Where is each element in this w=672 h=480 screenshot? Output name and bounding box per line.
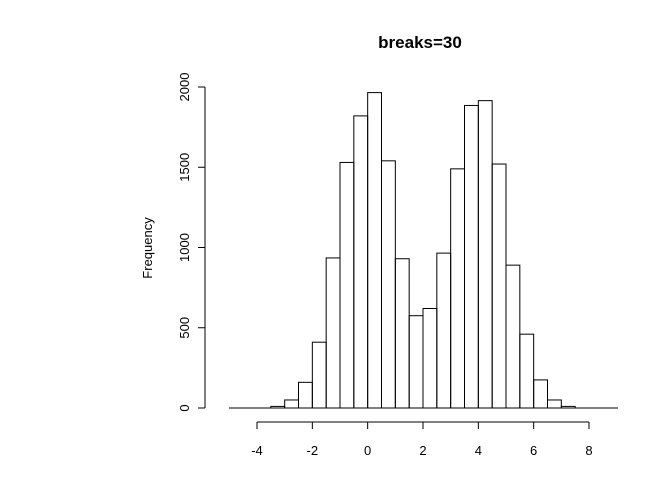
histogram-bar — [284, 399, 299, 409]
y-axis: 0 500 1000 1500 2000 — [177, 73, 206, 412]
y-tick-label: 500 — [177, 317, 192, 339]
histogram-bar — [408, 315, 424, 409]
y-axis-label: Frequency — [140, 217, 155, 279]
histogram-bar — [436, 252, 452, 409]
histogram-bar — [381, 160, 396, 409]
histogram-bar — [422, 307, 438, 409]
histogram-bar — [450, 168, 465, 409]
histogram-bar — [477, 100, 493, 409]
x-tick-label: 8 — [585, 443, 592, 458]
histogram-bar — [325, 257, 341, 409]
histogram-bar — [533, 379, 549, 409]
x-tick-label: 4 — [475, 443, 482, 458]
x-tick-label: 2 — [419, 443, 426, 458]
histogram-bar — [464, 104, 479, 409]
y-tick-label: 1500 — [177, 153, 192, 182]
histogram-bar — [519, 333, 535, 409]
histogram-bar — [353, 115, 369, 409]
x-tick-label: -2 — [307, 443, 319, 458]
x-tick-label: -4 — [251, 443, 263, 458]
histogram-bar — [560, 405, 576, 409]
histogram-bar — [298, 381, 313, 409]
histogram-bar — [394, 258, 410, 409]
y-tick-label: 0 — [177, 404, 192, 411]
histogram-bar — [311, 341, 327, 409]
histogram-bar — [270, 405, 286, 409]
chart-title: breaks=30 — [378, 33, 462, 52]
y-tick-label: 1000 — [177, 233, 192, 262]
histogram-bar — [339, 161, 355, 409]
histogram-bar — [547, 399, 562, 409]
histogram-bars — [229, 92, 618, 409]
x-axis: -4 -2 0 2 4 6 8 — [251, 421, 593, 458]
histogram-bar — [367, 92, 382, 409]
histogram-bar — [491, 163, 507, 409]
y-tick-label: 2000 — [177, 73, 192, 102]
histogram-bar — [505, 264, 521, 409]
x-tick-label: 6 — [530, 443, 537, 458]
x-tick-label: 0 — [364, 443, 371, 458]
